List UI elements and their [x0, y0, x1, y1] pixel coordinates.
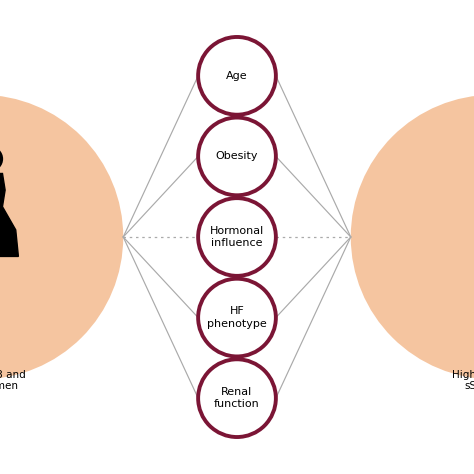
- Circle shape: [0, 95, 123, 379]
- Circle shape: [198, 198, 276, 276]
- Text: Age: Age: [226, 71, 248, 81]
- Circle shape: [198, 118, 276, 195]
- Text: Obesity: Obesity: [216, 151, 258, 162]
- Text: HF
phenotype: HF phenotype: [207, 306, 267, 329]
- Text: Renal
function: Renal function: [214, 387, 260, 410]
- Text: Higher b
sST: Higher b sST: [452, 370, 474, 392]
- Circle shape: [198, 359, 276, 437]
- Polygon shape: [0, 173, 18, 256]
- Circle shape: [198, 37, 276, 115]
- Text: Hormonal
influence: Hormonal influence: [210, 226, 264, 248]
- Circle shape: [198, 279, 276, 356]
- Text: Gal-3 and
women: Gal-3 and women: [0, 370, 26, 392]
- Circle shape: [0, 146, 3, 172]
- Circle shape: [351, 95, 474, 379]
